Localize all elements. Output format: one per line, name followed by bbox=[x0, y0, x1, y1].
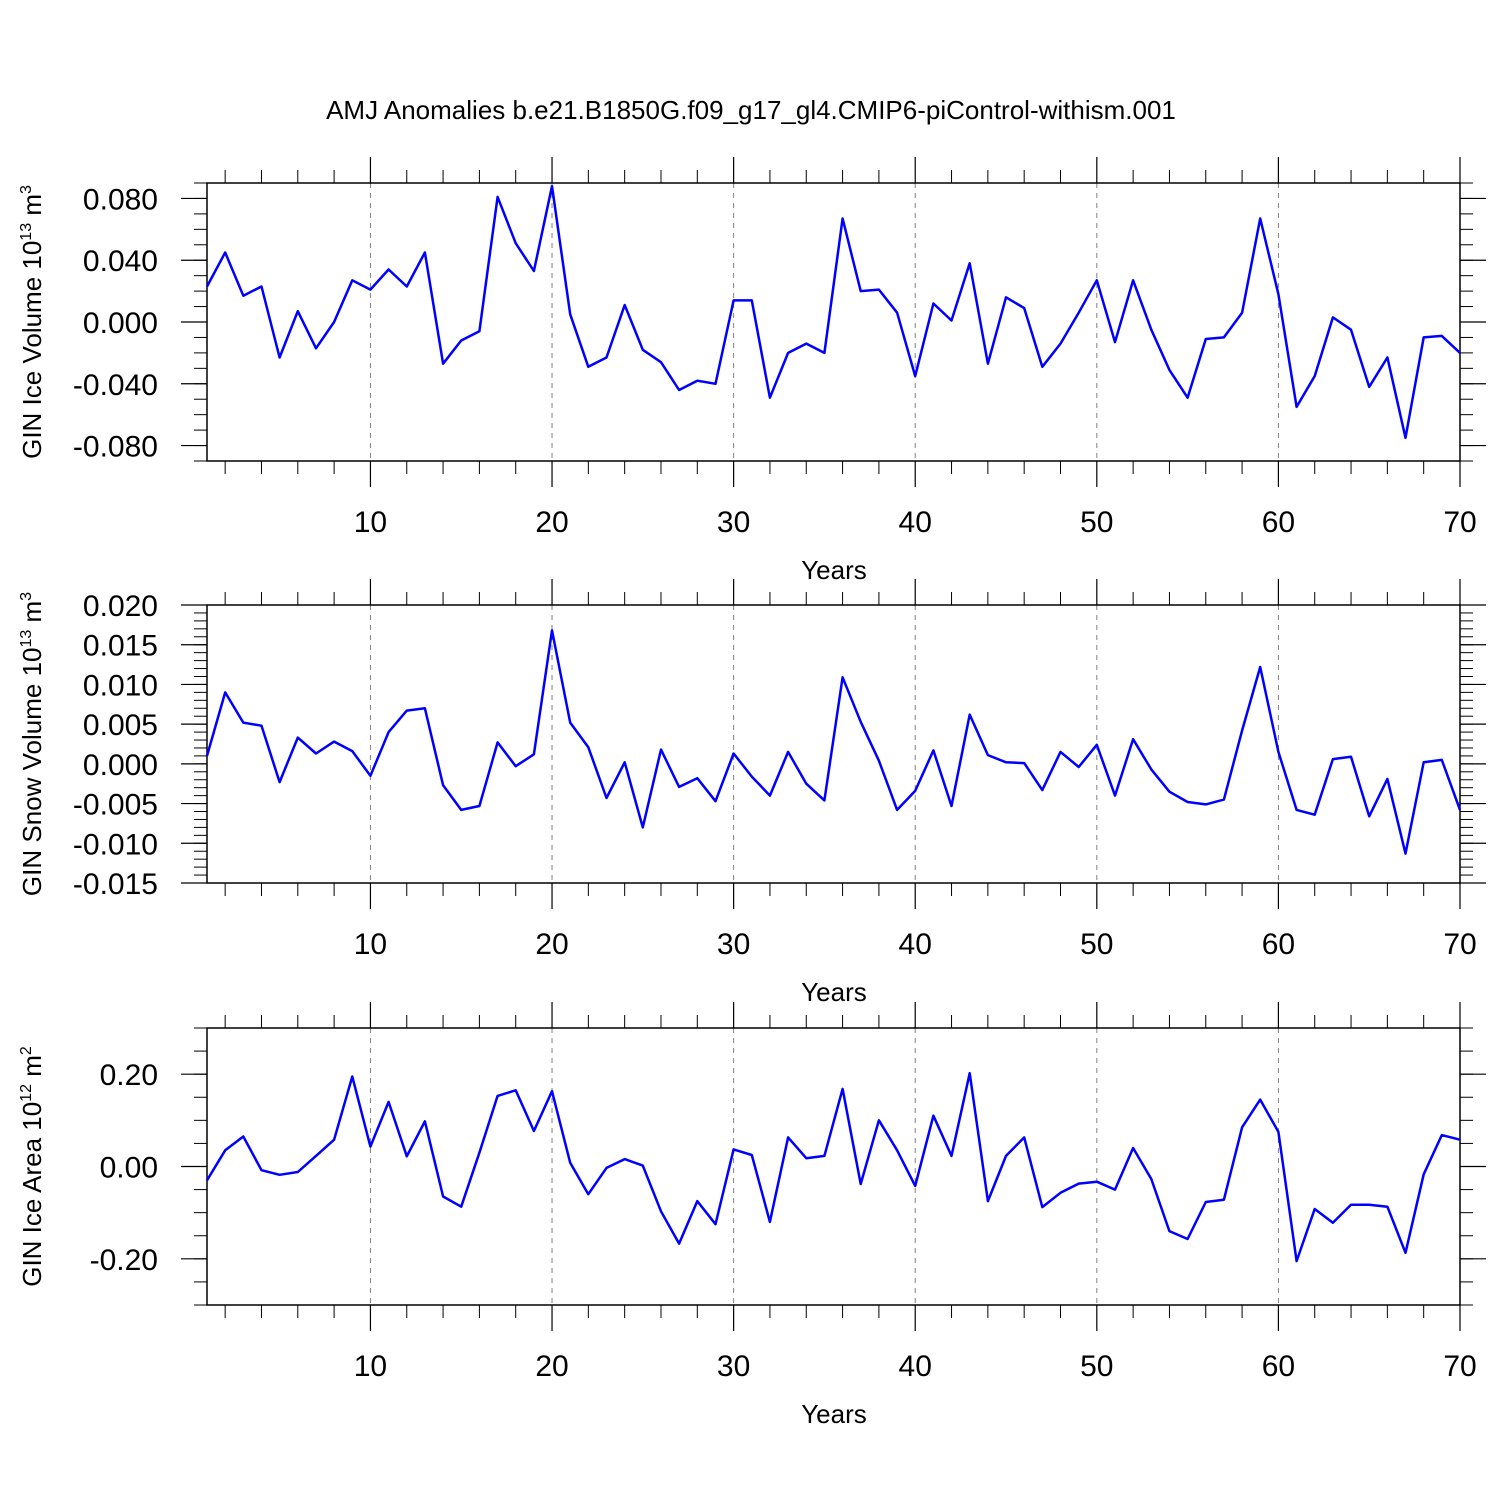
x-tick-label: 30 bbox=[717, 928, 750, 961]
y-axis-label-exponent: 13 bbox=[18, 630, 35, 648]
y-axis-label-unit: m bbox=[17, 601, 47, 630]
y-tick-label: 0.000 bbox=[83, 307, 158, 340]
y-axis-label: GIN Ice Area 1012 m2 bbox=[17, 1046, 47, 1287]
x-axis-label: Years bbox=[801, 977, 867, 1007]
y-tick-label: -0.080 bbox=[73, 431, 158, 464]
y-axis-label-text: GIN Ice Area 10 bbox=[17, 1102, 47, 1287]
plot-frame bbox=[206, 604, 1461, 884]
x-tick-label: 50 bbox=[1080, 928, 1113, 961]
y-tick-label: 0.000 bbox=[83, 749, 158, 782]
x-tick-label: 60 bbox=[1262, 928, 1295, 961]
y-tick-label: -0.20 bbox=[90, 1244, 158, 1277]
data-series-line bbox=[205, 629, 1462, 855]
snow-volume-panel: 10 20 30 40 50 60 70 0.020 0.015 0.010 0.005 0.000 -… bbox=[17, 579, 1486, 1007]
x-tick-label: 20 bbox=[535, 1350, 568, 1383]
y-axis-label-unit: m bbox=[17, 194, 47, 223]
y-tick-label: -0.010 bbox=[73, 828, 158, 861]
y-axis-label: GIN Snow Volume 1013 m3 bbox=[17, 592, 47, 896]
ice-area-panel: 10 20 30 40 50 60 70 0.20 0.00 -0.20 Years GIN Ice … bbox=[17, 1002, 1486, 1429]
y-tick-label: -0.005 bbox=[73, 789, 158, 822]
y-tick-label: 0.005 bbox=[83, 709, 158, 742]
data-series-line bbox=[205, 184, 1461, 440]
x-tick-label: 60 bbox=[1262, 1350, 1295, 1383]
y-tick-label: -0.015 bbox=[73, 868, 158, 901]
y-tick-label: 0.010 bbox=[83, 669, 158, 702]
x-tick-label: 30 bbox=[717, 506, 750, 539]
x-tick-label: 10 bbox=[354, 928, 387, 961]
chart-title: AMJ Anomalies b.e21.B1850G.f09_g17_gl4.C… bbox=[326, 95, 1176, 125]
y-tick-label: 0.00 bbox=[100, 1152, 158, 1185]
x-tick-label: 40 bbox=[899, 1350, 932, 1383]
y-tick-label: -0.040 bbox=[73, 369, 158, 402]
x-axis-label: Years bbox=[801, 555, 867, 585]
y-axis-label-unit-exponent: 3 bbox=[18, 185, 35, 194]
x-tick-label: 50 bbox=[1080, 506, 1113, 539]
y-tick-label: 0.020 bbox=[83, 590, 158, 623]
x-tick-label: 20 bbox=[535, 506, 568, 539]
x-tick-label: 10 bbox=[354, 1350, 387, 1383]
x-tick-label: 70 bbox=[1443, 1350, 1476, 1383]
x-axis-label: Years bbox=[801, 1399, 867, 1429]
y-axis-label-exponent: 12 bbox=[18, 1084, 35, 1102]
x-tick-label: 30 bbox=[717, 1350, 750, 1383]
y-axis-label-exponent: 13 bbox=[18, 223, 35, 241]
y-axis-label-unit-exponent: 2 bbox=[18, 1046, 35, 1055]
x-tick-label: 10 bbox=[354, 506, 387, 539]
y-tick-label: 0.015 bbox=[83, 630, 158, 663]
plot-frame bbox=[206, 182, 1461, 462]
x-tick-label: 40 bbox=[899, 506, 932, 539]
y-tick-label: 0.040 bbox=[83, 245, 158, 278]
data-series-line bbox=[205, 1071, 1461, 1263]
y-tick-label: 0.080 bbox=[83, 183, 158, 216]
x-tick-label: 20 bbox=[535, 928, 568, 961]
x-tick-label: 40 bbox=[899, 928, 932, 961]
y-axis-label: GIN Ice Volume 1013 m3 bbox=[17, 185, 47, 459]
y-axis-label-unit-exponent: 3 bbox=[18, 592, 35, 601]
plot-frame bbox=[206, 1027, 1461, 1306]
ice-volume-panel: 10 20 30 40 50 60 70 0.080 0.040 0.000 -0.040 -0.08… bbox=[17, 157, 1486, 585]
y-axis-label-text: GIN Ice Volume 10 bbox=[17, 241, 47, 459]
x-tick-label: 60 bbox=[1262, 506, 1295, 539]
x-tick-label: 70 bbox=[1443, 928, 1476, 961]
x-tick-label: 50 bbox=[1080, 1350, 1113, 1383]
y-tick-label: 0.20 bbox=[100, 1059, 158, 1092]
y-axis-label-unit: m bbox=[17, 1055, 47, 1084]
y-axis-label-text: GIN Snow Volume 10 bbox=[17, 648, 47, 897]
x-tick-label: 70 bbox=[1443, 506, 1476, 539]
